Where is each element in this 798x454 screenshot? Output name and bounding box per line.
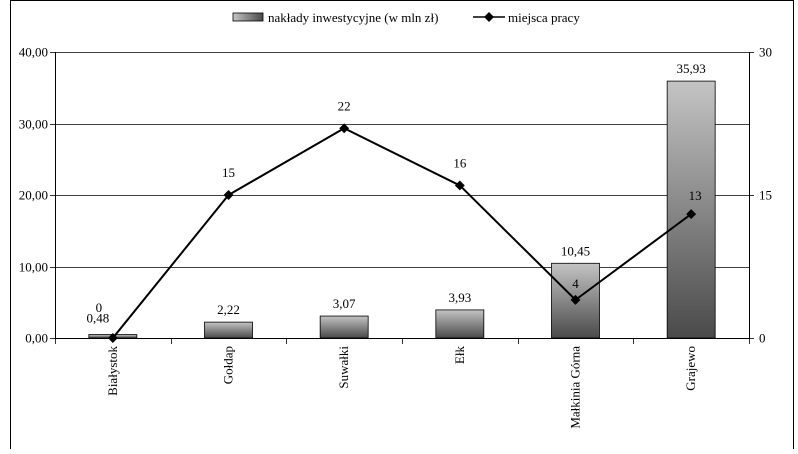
line-marker	[223, 190, 234, 200]
category-label: Białystok	[105, 346, 120, 396]
bar-value-label: 0,48	[86, 311, 109, 326]
category-label: Suwałki	[336, 346, 351, 389]
right-tick-label: 15	[759, 188, 772, 203]
left-tick-label: 20,00	[19, 188, 48, 203]
left-tick-label: 0,00	[25, 331, 48, 346]
bar	[319, 315, 369, 339]
legend-line-label: miejsca pracy	[508, 10, 580, 25]
bar-value-label: 3,93	[448, 290, 471, 305]
line-value-label: 15	[222, 165, 235, 180]
left-tick-label: 10,00	[19, 260, 48, 275]
line-value-label: 0	[96, 300, 103, 315]
data-labels: 0,48 2,22 3,07 3,93 10,45 35,93 0 15 22 16 4 13	[86, 61, 705, 325]
bar-value-label: 35,93	[677, 61, 706, 76]
line-series	[107, 123, 697, 343]
line-value-label: 16	[453, 155, 467, 170]
left-tick-label: 40,00	[19, 45, 48, 60]
gridlines	[55, 52, 749, 339]
category-label: Gołdap	[221, 346, 236, 384]
line-value-label: 13	[689, 188, 702, 203]
bar-value-label: 10,45	[561, 243, 590, 258]
bar-value-label: 2,22	[217, 302, 240, 317]
right-tick-label: 0	[759, 331, 766, 346]
axes: 0,00 10,00 20,00 30,00 40,00 0 15 30 Białystok Go…	[10, 0, 794, 449]
legend-bar-label: nakłady inwestycyjne (w mln zł)	[268, 10, 438, 25]
right-tick-label: 30	[759, 45, 772, 60]
line-marker	[686, 209, 697, 220]
left-tick-label: 30,00	[19, 117, 48, 132]
line-path	[112, 127, 692, 339]
line-value-label: 22	[338, 98, 351, 113]
bar	[204, 321, 253, 339]
category-label: Małkinia Górna	[568, 346, 583, 429]
line-value-label: 4	[572, 276, 579, 291]
category-label: Ełk	[452, 346, 467, 365]
bar-series	[88, 80, 716, 339]
category-label: Grajewo	[683, 346, 698, 391]
legend-line-marker	[484, 12, 494, 22]
bar	[435, 309, 485, 339]
line-marker	[454, 180, 465, 191]
line-marker	[570, 294, 581, 305]
legend-bar-swatch	[232, 12, 264, 22]
legend: nakłady inwestycyjne (w mln zł) miejsca …	[232, 10, 580, 25]
bar-value-label: 3,07	[333, 296, 356, 311]
